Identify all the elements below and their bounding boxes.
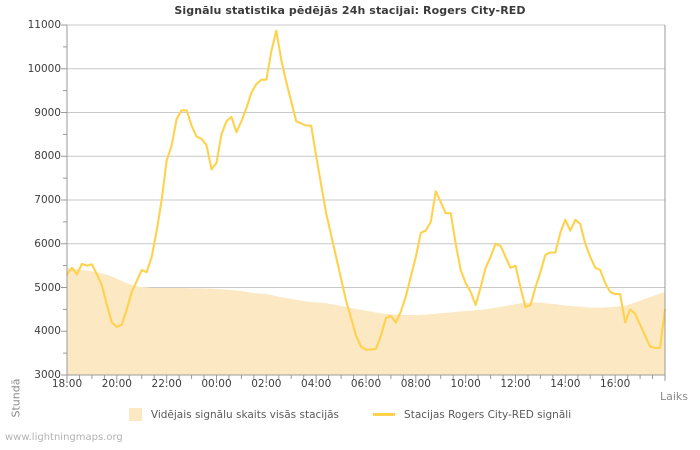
area-swatch-icon [128,408,142,421]
y-tick-label: 11000 [27,19,61,31]
x-tick-label: 00:00 [201,378,232,390]
x-tick-label: 18:00 [51,378,83,390]
y-tick-label: 9000 [34,106,61,119]
series-line-station [65,29,667,351]
axis-ticks [61,24,666,381]
x-tick-label: 06:00 [350,378,382,390]
legend-item-average[interactable]: Vidējais signālu skaits visās stacijās [128,408,340,421]
axis-frame [66,24,666,376]
y-tick-label: 5000 [34,281,61,294]
y-tick-label: 10000 [27,62,61,75]
x-tick-label: 22:00 [151,378,182,390]
legend-label-station: Stacijas Rogers City-RED signāli [404,408,572,421]
chart-legend: Vidējais signālu skaits visās stacijās S… [0,408,700,421]
x-tick-label: 12:00 [500,378,531,390]
legend-label-average: Vidējais signālu skaits visās stacijās [150,408,340,421]
watermark: www.lightningmaps.org [5,432,123,443]
series-area-average [67,267,665,375]
x-axis-label: Laiks [659,390,688,403]
y-tick-label: 4000 [34,325,61,338]
x-tick-label: 16:00 [600,378,631,390]
y-tick-label: 7000 [34,194,61,206]
legend-item-station[interactable]: Stacijas Rogers City-RED signāli [373,409,571,421]
x-tick-label: 04:00 [301,378,332,390]
y-tick-label: 3000 [34,369,61,381]
x-tick-label: 20:00 [101,378,132,390]
x-tick-label: 10:00 [450,378,481,390]
y-tick-label: 6000 [34,237,61,250]
chart-title: Signālu statistika pēdējās 24h stacijai:… [174,4,526,17]
x-tick-label: 08:00 [400,378,431,390]
line-swatch-icon [373,413,396,416]
x-tick-label: 02:00 [251,378,282,390]
x-tick-label: 14:00 [550,378,581,390]
y-tick-label: 8000 [34,150,61,163]
